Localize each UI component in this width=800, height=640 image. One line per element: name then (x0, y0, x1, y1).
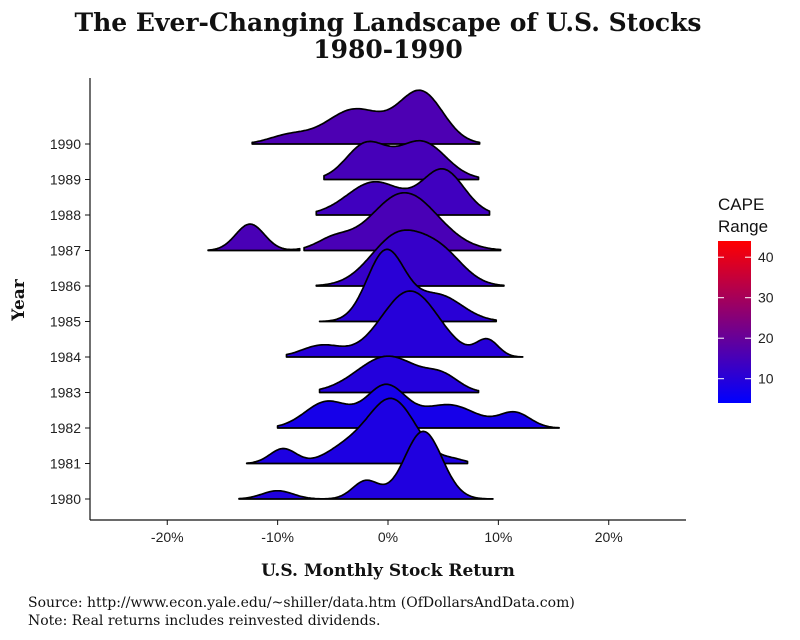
x-ticks: -20% -10% 0% 10% 20% (151, 520, 623, 545)
x-tick-label: 20% (595, 529, 623, 545)
y-tick-label: 1981 (50, 456, 81, 472)
legend-ticks: 10 20 30 40 (718, 249, 774, 387)
y-tick-label: 1985 (50, 314, 81, 330)
ridge-1982 (276, 383, 560, 429)
y-tick-label: 1988 (50, 207, 81, 223)
caption-note: Note: Real returns includes reinvested d… (28, 613, 380, 629)
y-tick-label: 1990 (50, 136, 81, 152)
y-axis-title: Year (9, 278, 29, 321)
y-ticks: 1980 1981 1982 1983 1984 1985 1986 1987 1988 1989… (50, 136, 90, 507)
ridge-1990 (251, 89, 481, 145)
y-tick-label: 1987 (50, 243, 81, 259)
chart-title-line2: 1980-1990 (313, 35, 463, 64)
y-tick-label: 1982 (50, 420, 81, 436)
legend-tick-label: 30 (758, 290, 774, 306)
x-tick-label: 0% (378, 529, 398, 545)
ridges-layer (207, 89, 560, 500)
y-tick-label: 1989 (50, 172, 81, 188)
ridge-1989 (323, 139, 480, 181)
y-tick-label: 1984 (50, 349, 81, 365)
ridge-1980 (238, 430, 494, 500)
legend-color-bar (718, 241, 751, 403)
x-axis-title: U.S. Monthly Stock Return (261, 561, 515, 581)
ridge-1987-part-1 (207, 223, 301, 252)
legend-title-line2: Range (718, 217, 768, 236)
y-tick-label: 1983 (50, 385, 81, 401)
x-tick-label: 10% (484, 529, 512, 545)
legend-tick-label: 10 (758, 371, 774, 387)
x-tick-label: -20% (151, 529, 184, 545)
legend: CAPE Range 10 20 30 40 (718, 195, 774, 403)
legend-tick-label: 40 (758, 249, 774, 265)
caption-source: Source: http://www.econ.yale.edu/~shille… (28, 595, 575, 611)
y-tick-label: 1980 (50, 491, 81, 507)
ridge-1985 (318, 248, 498, 323)
ridge-1988 (315, 167, 491, 216)
x-tick-label: -10% (261, 529, 294, 545)
ridge-1986 (315, 229, 505, 287)
ridge-1987-part-2 (303, 191, 502, 252)
legend-tick-label: 20 (758, 330, 774, 346)
y-tick-label: 1986 (50, 278, 81, 294)
legend-title-line1: CAPE (718, 195, 764, 214)
ridge-1984 (285, 290, 524, 358)
ridge-1983 (318, 355, 480, 394)
chart-title-line1: The Ever-Changing Landscape of U.S. Stoc… (74, 8, 701, 37)
